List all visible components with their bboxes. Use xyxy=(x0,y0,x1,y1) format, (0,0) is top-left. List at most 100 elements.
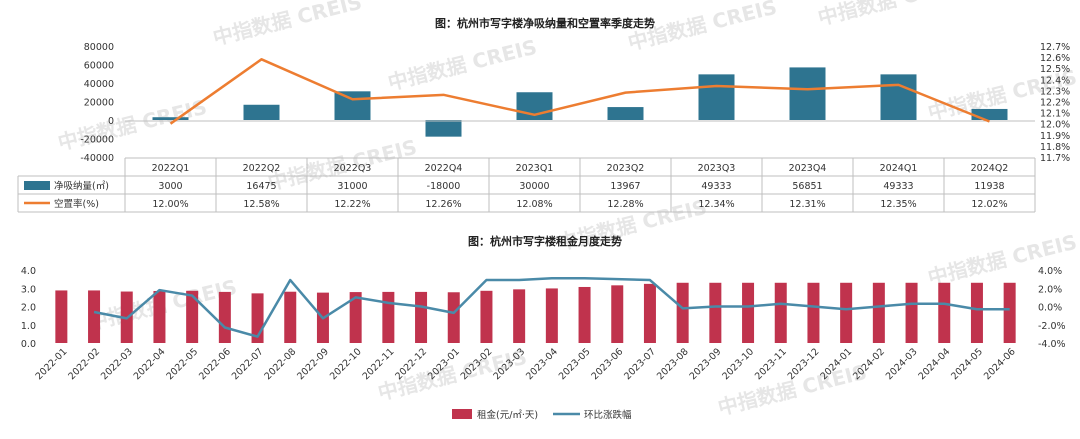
chart2-right-tick: 4.0% xyxy=(1038,266,1062,277)
chart2-category-label: 2022-10 xyxy=(328,346,364,382)
chart1-vacancy-value: 12.31% xyxy=(789,199,825,210)
chart1-line xyxy=(169,58,990,125)
chart1-right-tick: 12.3% xyxy=(1040,86,1070,97)
chart2-bar xyxy=(88,290,101,343)
chart2-category-label: 2024-05 xyxy=(949,346,985,382)
chart1-right-tick: 12.0% xyxy=(1040,120,1070,131)
chart1-absorption-value: -18000 xyxy=(427,181,461,192)
chart1-vacancy-line xyxy=(169,58,990,125)
chart2-bar xyxy=(840,282,853,343)
chart1-absorption-value: 49333 xyxy=(883,181,913,192)
chart2-bar xyxy=(905,282,918,343)
chart1-absorption-value: 3000 xyxy=(158,181,182,192)
chart2-left-tick: 3.0 xyxy=(21,284,36,295)
chart2-bar xyxy=(382,291,395,343)
chart1-bar xyxy=(425,120,462,137)
chart2-bar xyxy=(55,290,68,343)
chart2-bar xyxy=(447,292,460,343)
chart2-bar xyxy=(186,290,199,343)
chart1-category-label: 2024Q1 xyxy=(880,163,918,174)
chart1-category-label: 2023Q2 xyxy=(607,163,645,174)
chart2-bar xyxy=(970,282,983,343)
chart2-left-axis: 4.0 3.0 2.0 1.0 0.0 xyxy=(21,266,36,350)
chart1-bar xyxy=(243,104,280,120)
chart1-category-label: 2023Q3 xyxy=(698,163,736,174)
chart2-category-label: 2022-07 xyxy=(230,346,266,382)
chart1-vacancy-value: 12.26% xyxy=(425,199,461,210)
chart1-vacancy-value: 12.34% xyxy=(698,199,734,210)
chart2-right-tick: -2.0% xyxy=(1038,321,1066,332)
chart2-bar xyxy=(643,283,656,343)
chart2-bar xyxy=(218,291,231,343)
chart2-bar xyxy=(872,282,885,343)
watermark-text: 中指数据 CREIS xyxy=(55,95,209,155)
chart2-bar xyxy=(938,282,951,343)
chart1-left-tick: 0 xyxy=(108,116,114,127)
chart1-left-tick: 40000 xyxy=(84,79,114,90)
chart1-category-label: 2023Q4 xyxy=(789,163,827,174)
chart2-category-label: 2024-06 xyxy=(982,346,1018,382)
chart2-category-label: 2024-04 xyxy=(917,346,953,382)
chart2-bar xyxy=(742,282,755,343)
chart1-bar xyxy=(789,67,826,120)
chart2-category-label: 2022-04 xyxy=(132,346,168,382)
chart2-bars xyxy=(55,282,1016,343)
chart1-left-tick: 80000 xyxy=(84,42,114,53)
chart2-category-label: 2023-11 xyxy=(753,346,789,382)
chart2-bar xyxy=(153,290,166,343)
chart1-vacancy-value: 12.35% xyxy=(880,199,916,210)
chart2-mom-line xyxy=(93,276,1010,338)
chart2-bar xyxy=(513,289,526,343)
legend-label-absorption: 净吸纳量(㎡) xyxy=(54,180,109,192)
chart2-bar xyxy=(415,291,428,343)
chart2-bar xyxy=(284,291,297,343)
chart2-category-label: 2023-06 xyxy=(590,346,626,382)
chart1-category-label: 2023Q1 xyxy=(516,163,554,174)
legend-swatch-rent xyxy=(452,409,472,419)
chart1-vacancy-value: 12.02% xyxy=(971,199,1007,210)
chart1-absorption-value: 31000 xyxy=(337,181,367,192)
chart2-bar xyxy=(807,282,820,343)
chart1-absorption-value: 16475 xyxy=(246,181,276,192)
chart2-bar xyxy=(349,292,362,343)
chart2-bar xyxy=(709,282,722,343)
chart1-absorption-value: 49333 xyxy=(701,181,731,192)
chart2-bar xyxy=(578,286,591,343)
watermark-text: 中指数据 CREIS xyxy=(815,0,969,30)
chart2-category-label: 2022-05 xyxy=(164,346,200,382)
legend-label-rent: 租金(元/㎡·天) xyxy=(477,409,538,421)
chart2-bar xyxy=(1003,282,1016,343)
chart2-category-label: 2022-06 xyxy=(197,346,233,382)
chart2-category-label: 2022-03 xyxy=(99,346,135,382)
chart1-right-tick: 11.7% xyxy=(1040,153,1070,164)
chart1-bar xyxy=(698,74,735,120)
legend-label-vacancy: 空置率(%) xyxy=(54,198,99,210)
chart2-category-label: 2022-09 xyxy=(295,346,331,382)
chart1-vacancy-value: 12.08% xyxy=(516,199,552,210)
chart2-category-label: 2023-08 xyxy=(655,346,691,382)
chart1-vacancy-value: 12.22% xyxy=(334,199,370,210)
chart1-bar xyxy=(152,117,189,120)
chart1-bar xyxy=(880,74,917,120)
chart1-category-label: 2022Q2 xyxy=(243,163,281,174)
chart1-right-tick: 12.2% xyxy=(1040,98,1070,109)
chart1-title: 图：杭州市写字楼净吸纳量和空置率季度走势 xyxy=(435,16,655,30)
chart2-bar xyxy=(611,285,624,343)
chart1-left-tick: 20000 xyxy=(84,98,114,109)
chart1-vacancy-value: 12.00% xyxy=(152,199,188,210)
chart2-bar xyxy=(545,288,558,343)
chart2-category-label: 2022-01 xyxy=(34,346,70,382)
chart2-right-tick: 2.0% xyxy=(1038,284,1062,295)
chart2-left-tick: 2.0 xyxy=(21,303,36,314)
chart1-right-tick: 11.8% xyxy=(1040,142,1070,153)
watermark-text: 中指数据 CREIS xyxy=(210,0,364,50)
chart1-absorption-value: 11938 xyxy=(974,181,1004,192)
chart1-category-label: 2024Q2 xyxy=(971,163,1009,174)
chart2-right-axis: 4.0% 2.0% 0.0% -2.0% -4.0% xyxy=(1038,266,1066,350)
chart1-absorption-value: 56851 xyxy=(792,181,822,192)
chart2-category-label: 2022-02 xyxy=(66,346,102,382)
chart2-title: 图：杭州市写字楼租金月度走势 xyxy=(468,234,622,248)
chart1-vacancy-value: 12.28% xyxy=(607,199,643,210)
